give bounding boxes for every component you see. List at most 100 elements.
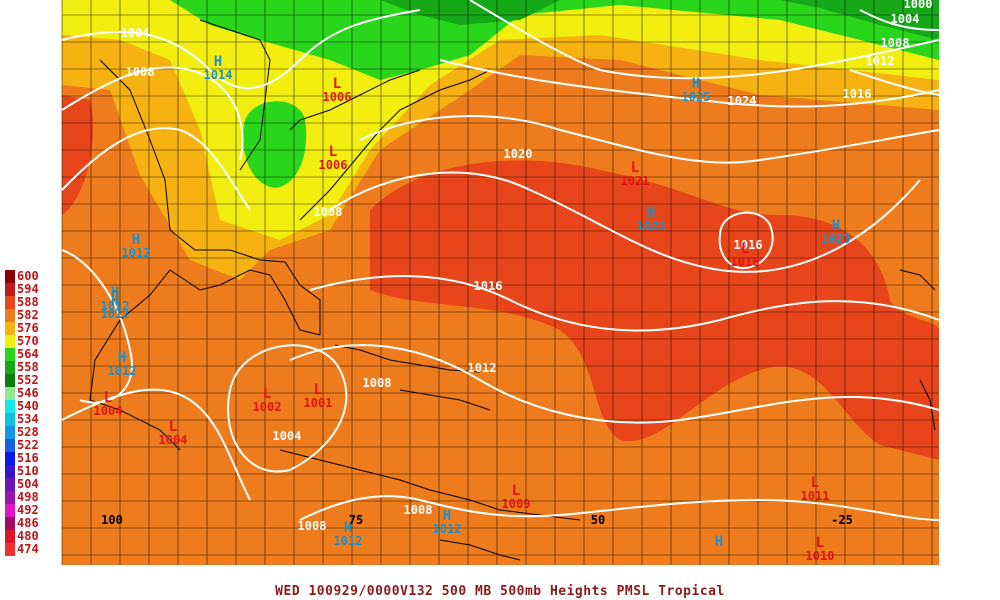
legend-swatch bbox=[5, 348, 15, 361]
legend-swatch bbox=[5, 296, 15, 309]
low-pressure-symbol: L bbox=[816, 535, 824, 551]
low-pressure-value: 1006 bbox=[323, 90, 352, 104]
isobar-label: 1004 bbox=[273, 429, 302, 443]
low-pressure-symbol: L bbox=[811, 475, 819, 491]
legend-label: 510 bbox=[17, 464, 39, 478]
high-pressure-value: 1012 bbox=[101, 299, 130, 313]
legend-label: 582 bbox=[17, 308, 39, 322]
isobar-label: 1012 bbox=[866, 54, 895, 68]
legend-label: 552 bbox=[17, 373, 39, 387]
low-pressure-symbol: L bbox=[631, 160, 639, 176]
legend-swatch bbox=[5, 426, 15, 439]
isobar-label: 1008 bbox=[126, 65, 155, 79]
high-pressure-value: 1022 bbox=[637, 219, 666, 233]
isobar-label: 1008 bbox=[404, 503, 433, 517]
legend-label: 516 bbox=[17, 451, 39, 465]
low-pressure-value: 1016 bbox=[731, 255, 760, 269]
isobar-label: 1016 bbox=[843, 87, 872, 101]
longitude-label: 50 bbox=[591, 513, 605, 527]
legend-swatch bbox=[5, 439, 15, 452]
low-pressure-symbol: L bbox=[741, 241, 749, 257]
high-pressure-symbol: H bbox=[715, 534, 723, 550]
red-ridge bbox=[370, 160, 939, 461]
legend-label: 588 bbox=[17, 295, 39, 309]
low-pressure-value: 1004 bbox=[159, 433, 188, 447]
legend-label: 528 bbox=[17, 425, 39, 439]
legend-label: 498 bbox=[17, 490, 39, 504]
color-legend: 6005945885825765705645585525465405345285… bbox=[5, 269, 39, 556]
legend-label: 534 bbox=[17, 412, 39, 426]
low-pressure-symbol: L bbox=[329, 144, 337, 160]
legend-swatch bbox=[5, 491, 15, 504]
axis-label-layer: 100 75 50 -25 bbox=[101, 513, 853, 527]
isobar-label: 1012 bbox=[468, 361, 497, 375]
legend-swatch bbox=[5, 283, 15, 296]
coastlines bbox=[89, 19, 936, 561]
high-pressure-value: 1012 bbox=[433, 522, 462, 536]
legend-label: 474 bbox=[17, 542, 39, 556]
isobar-label: 1008 bbox=[314, 205, 343, 219]
low-pressure-symbol: L bbox=[512, 483, 520, 499]
isobar-label: 1024 bbox=[728, 94, 757, 108]
legend-label: 570 bbox=[17, 334, 39, 348]
low-pressure-symbol: L bbox=[169, 419, 177, 435]
high-pressure-symbol: H bbox=[132, 232, 140, 248]
low-pressure-value: 1004 bbox=[94, 404, 123, 418]
low-pressure-value: 1001 bbox=[304, 396, 333, 410]
high-pressure-value: 1012 bbox=[108, 364, 137, 378]
legend-label: 480 bbox=[17, 529, 39, 543]
low-pressure-symbol: L bbox=[314, 382, 322, 398]
legend-label: 486 bbox=[17, 516, 39, 530]
isobar-label: 1000 bbox=[904, 0, 933, 11]
green-band bbox=[170, 0, 939, 80]
legend-swatch bbox=[5, 309, 15, 322]
legend-label: 600 bbox=[17, 269, 39, 283]
legend-swatch bbox=[5, 413, 15, 426]
legend-swatch bbox=[5, 335, 15, 348]
legend-label: 540 bbox=[17, 399, 39, 413]
high-pressure-symbol: H bbox=[214, 54, 222, 70]
low-pressure-symbol: L bbox=[333, 76, 341, 92]
legend-swatch bbox=[5, 361, 15, 374]
legend-label: 492 bbox=[17, 503, 39, 517]
isobar-label: 1004 bbox=[891, 12, 920, 26]
legend-label: 546 bbox=[17, 386, 39, 400]
low-pressure-value: 1009 bbox=[502, 497, 531, 511]
dark-green-band bbox=[340, 0, 939, 40]
high-pressure-symbol: H bbox=[111, 293, 119, 309]
legend-label: 576 bbox=[17, 321, 39, 335]
low-pressure-value: 1021 bbox=[621, 174, 650, 188]
high-pressure-symbol: H bbox=[832, 218, 840, 234]
legend-swatch bbox=[5, 322, 15, 335]
low-pressure-value: 1002 bbox=[253, 400, 282, 414]
legend-label: 522 bbox=[17, 438, 39, 452]
high-pressure-value: 1025 bbox=[682, 90, 711, 104]
longitude-label: -25 bbox=[831, 513, 853, 527]
legend-swatch bbox=[5, 530, 15, 543]
dark-green-band-2 bbox=[380, 0, 560, 25]
high-pressure-value: 1012 bbox=[101, 307, 130, 321]
legend-swatch bbox=[5, 452, 15, 465]
legend-swatch bbox=[5, 387, 15, 400]
legend-swatch bbox=[5, 504, 15, 517]
isobar-label: 1016 bbox=[474, 279, 503, 293]
high-pressure-value: 1023 bbox=[822, 232, 851, 246]
high-pressure-symbol: H bbox=[344, 520, 352, 536]
high-pressure-symbol: H bbox=[443, 508, 451, 524]
legend-label: 504 bbox=[17, 477, 39, 491]
legend-swatch bbox=[5, 400, 15, 413]
isobar-label: 1008 bbox=[298, 519, 327, 533]
isobar-label: 1020 bbox=[504, 147, 533, 161]
grid bbox=[61, 0, 939, 565]
legend-label: 594 bbox=[17, 282, 39, 296]
isobar-label: 1008 bbox=[363, 376, 392, 390]
isobar-label: 1004 bbox=[121, 26, 150, 40]
high-pressure-value: 1012 bbox=[122, 246, 151, 260]
low-pressure-value: 1011 bbox=[801, 489, 830, 503]
low-pressure-symbol: L bbox=[263, 386, 271, 402]
isobars bbox=[61, 0, 940, 521]
legend-swatch bbox=[5, 465, 15, 478]
